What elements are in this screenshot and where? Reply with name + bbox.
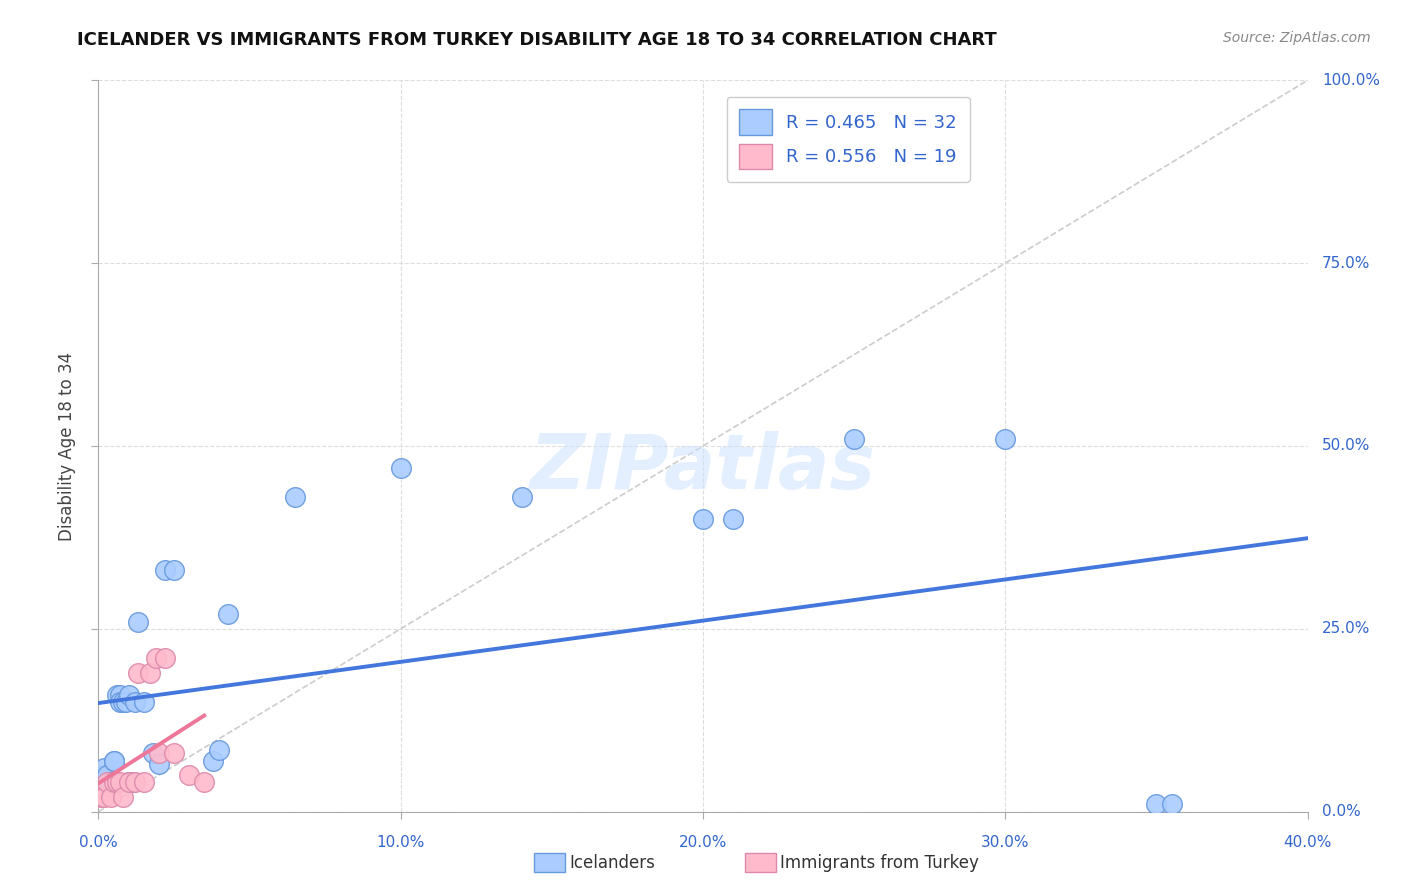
Point: [96, 768, 118, 782]
Point: [105, 775, 128, 789]
Point: [103, 754, 125, 768]
Point: [142, 746, 165, 760]
Point: [118, 775, 141, 789]
Point: [93, 761, 115, 775]
Point: [124, 695, 146, 709]
Point: [153, 651, 176, 665]
Point: [108, 695, 131, 709]
Text: Immigrants from Turkey: Immigrants from Turkey: [780, 854, 979, 871]
Point: [145, 651, 167, 665]
Text: Source: ZipAtlas.com: Source: ZipAtlas.com: [1223, 31, 1371, 45]
Point: [163, 563, 186, 577]
Text: Icelanders: Icelanders: [569, 854, 655, 871]
Text: 0.0%: 0.0%: [79, 835, 118, 850]
Text: 40.0%: 40.0%: [1284, 835, 1331, 850]
Point: [103, 775, 125, 789]
Y-axis label: Disability Age 18 to 34: Disability Age 18 to 34: [58, 351, 76, 541]
Point: [284, 490, 307, 504]
Point: [100, 790, 122, 805]
Point: [844, 432, 866, 446]
Text: ZIPatlas: ZIPatlas: [530, 431, 876, 505]
Point: [124, 775, 146, 789]
Point: [93, 790, 115, 805]
Point: [132, 775, 155, 789]
Point: [90, 775, 112, 789]
Point: [108, 688, 131, 702]
Point: [510, 490, 533, 504]
Text: 10.0%: 10.0%: [377, 835, 425, 850]
Text: 100.0%: 100.0%: [1322, 73, 1381, 87]
Point: [179, 768, 201, 782]
Point: [114, 695, 136, 709]
Legend: R = 0.465   N = 32, R = 0.556   N = 19: R = 0.465 N = 32, R = 0.556 N = 19: [727, 96, 970, 182]
Point: [127, 665, 149, 680]
Text: ICELANDER VS IMMIGRANTS FROM TURKEY DISABILITY AGE 18 TO 34 CORRELATION CHART: ICELANDER VS IMMIGRANTS FROM TURKEY DISA…: [77, 31, 997, 49]
Point: [121, 775, 143, 789]
Point: [148, 757, 170, 772]
Point: [90, 790, 112, 805]
Point: [389, 461, 412, 475]
Point: [692, 512, 714, 526]
Point: [108, 775, 131, 789]
Text: 30.0%: 30.0%: [981, 835, 1029, 850]
Text: 25.0%: 25.0%: [1322, 622, 1371, 636]
Text: 20.0%: 20.0%: [679, 835, 727, 850]
Point: [139, 665, 162, 680]
Point: [118, 775, 141, 789]
Point: [111, 695, 134, 709]
Point: [111, 790, 134, 805]
Point: [193, 775, 215, 789]
Point: [723, 512, 745, 526]
Point: [163, 746, 186, 760]
Point: [153, 563, 176, 577]
Point: [1160, 797, 1182, 812]
Text: 0.0%: 0.0%: [1322, 805, 1361, 819]
Point: [1144, 797, 1167, 812]
Point: [208, 742, 231, 756]
Point: [103, 754, 125, 768]
Text: 50.0%: 50.0%: [1322, 439, 1371, 453]
Point: [118, 688, 141, 702]
Point: [132, 695, 155, 709]
Point: [100, 775, 122, 789]
Text: 75.0%: 75.0%: [1322, 256, 1371, 270]
Point: [217, 607, 239, 622]
Point: [127, 615, 149, 629]
Point: [105, 688, 128, 702]
Point: [93, 768, 115, 782]
Point: [994, 432, 1017, 446]
Point: [202, 754, 225, 768]
Point: [148, 746, 170, 760]
Point: [96, 775, 118, 789]
